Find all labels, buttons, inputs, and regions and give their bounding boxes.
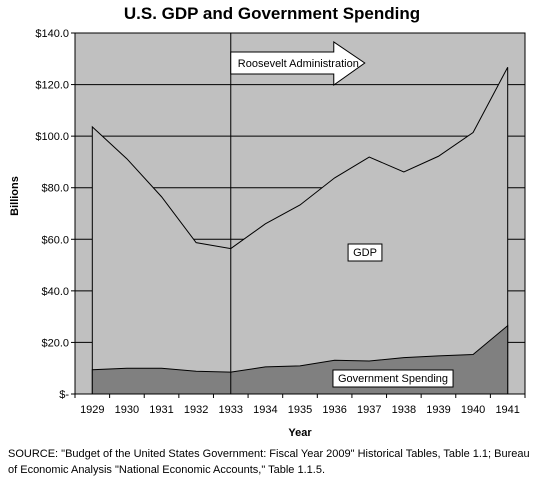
- x-tick-label: 1938: [392, 404, 416, 416]
- x-tick-label: 1940: [461, 404, 485, 416]
- x-tick-label: 1934: [253, 404, 277, 416]
- gdp-series-label: GDP: [347, 243, 383, 262]
- x-tick-label: 1930: [115, 404, 139, 416]
- roosevelt-arrow: [230, 41, 366, 86]
- x-tick-label: 1936: [322, 404, 346, 416]
- x-axis-title: Year: [288, 427, 312, 439]
- y-tick-label: $40.0: [41, 286, 69, 298]
- chart-svg: $- $20.0 $40.0 $60.0 $80.0 $100.0 $120.0 $140.0…: [9, 28, 526, 439]
- chart-title: U.S. GDP and Government Spending: [123, 4, 421, 23]
- y-tick-label: $60.0: [41, 234, 69, 246]
- gov-spending-series-label: Government Spending: [332, 369, 454, 388]
- svg-text:Government Spending: Government Spending: [338, 373, 448, 385]
- y-tick-label: $100.0: [35, 131, 69, 143]
- gdp-area: [91, 67, 509, 395]
- y-tick-label: $80.0: [41, 183, 69, 195]
- x-tick-label: 1935: [288, 404, 312, 416]
- x-tick-label: 1931: [149, 404, 173, 416]
- plot-border: [74, 32, 526, 395]
- y-tick-label: $140.0: [35, 28, 69, 40]
- roosevelt-label: Roosevelt Administration: [238, 58, 359, 70]
- x-tick-label: 1937: [357, 404, 381, 416]
- x-tick-label: 1932: [184, 404, 208, 416]
- svg-text:GDP: GDP: [353, 247, 377, 259]
- x-tick-label: 1933: [219, 404, 243, 416]
- y-tick-label: $-: [59, 389, 69, 401]
- y-axis-title: Billions: [9, 176, 21, 216]
- y-tick-label: $20.0: [41, 337, 69, 349]
- x-tick-label: 1929: [80, 404, 104, 416]
- y-tick-label: $120.0: [35, 80, 69, 92]
- x-tick-label: 1941: [495, 404, 519, 416]
- source-note: SOURCE: "Budget of the United States Gov…: [8, 448, 530, 476]
- x-tick-label: 1939: [426, 404, 450, 416]
